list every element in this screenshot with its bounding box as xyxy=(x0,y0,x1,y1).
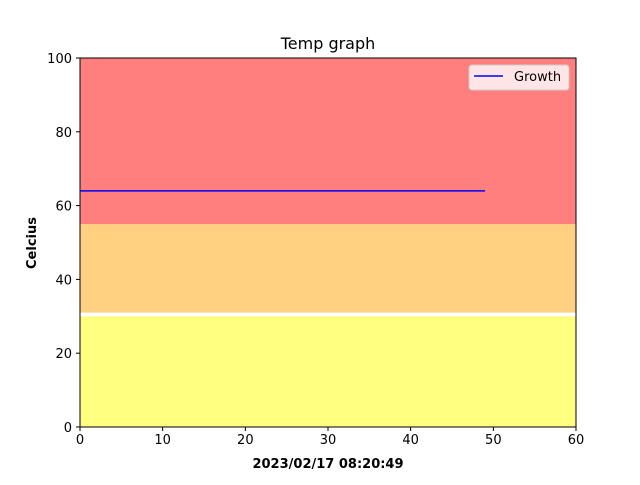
y-tick-label: 80 xyxy=(55,126,72,141)
x-tick-label: 10 xyxy=(154,433,171,448)
band-0 xyxy=(80,316,576,427)
x-tick-label: 50 xyxy=(485,433,502,448)
x-tick-label: 30 xyxy=(320,433,337,448)
band-1 xyxy=(80,224,576,313)
x-axis-label: 2023/02/17 08:20:49 xyxy=(252,457,403,472)
legend-label-growth: Growth xyxy=(514,70,561,85)
x-tick-label: 40 xyxy=(402,433,419,448)
chart-title: Temp graph xyxy=(280,34,376,53)
y-axis-label: Celcius xyxy=(25,217,40,269)
legend: Growth xyxy=(468,64,570,91)
x-tick-label: 0 xyxy=(76,433,84,448)
y-axis-ticks: 0 20 40 60 80 100 xyxy=(47,52,80,436)
y-tick-label: 60 xyxy=(55,200,72,215)
y-tick-label: 100 xyxy=(47,52,72,67)
x-axis-ticks: 0 10 20 30 40 50 60 xyxy=(76,427,584,448)
y-tick-label: 0 xyxy=(64,421,72,436)
background-bands xyxy=(80,58,576,427)
x-tick-label: 20 xyxy=(237,433,254,448)
x-tick-label: 60 xyxy=(568,433,585,448)
y-tick-label: 20 xyxy=(55,347,72,362)
legend-box xyxy=(468,64,570,91)
y-tick-label: 40 xyxy=(55,273,72,288)
